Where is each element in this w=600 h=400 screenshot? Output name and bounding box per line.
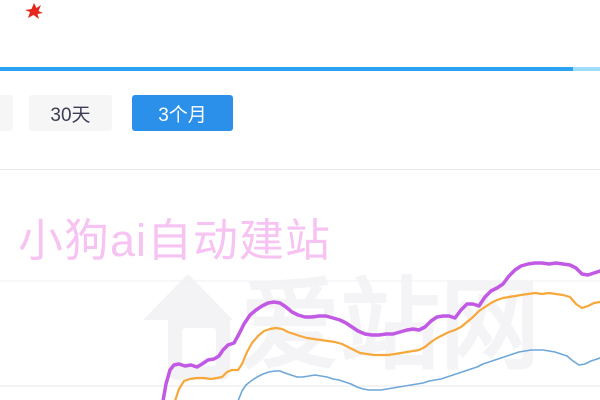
time-range-tabs: 30天 3个月 bbox=[0, 95, 600, 131]
tab-30-days[interactable]: 30天 bbox=[29, 95, 112, 131]
header-border-light-cap bbox=[573, 67, 600, 71]
tab-3-months-active[interactable]: 3个月 bbox=[132, 95, 233, 131]
aizhan-watermark-text: 爱站网 bbox=[240, 270, 540, 382]
pink-watermark-text: 小狗ai自动建站 bbox=[18, 215, 332, 266]
red-logo-fragment-icon bbox=[25, 3, 43, 19]
chart-panel-top-border bbox=[0, 169, 600, 170]
tab-partial-left[interactable] bbox=[0, 95, 13, 131]
header-area bbox=[0, 0, 600, 68]
red-logo-shape bbox=[25, 3, 43, 19]
header-bottom-border bbox=[0, 67, 600, 71]
aizhan-watermark-logo-icon bbox=[143, 274, 233, 380]
